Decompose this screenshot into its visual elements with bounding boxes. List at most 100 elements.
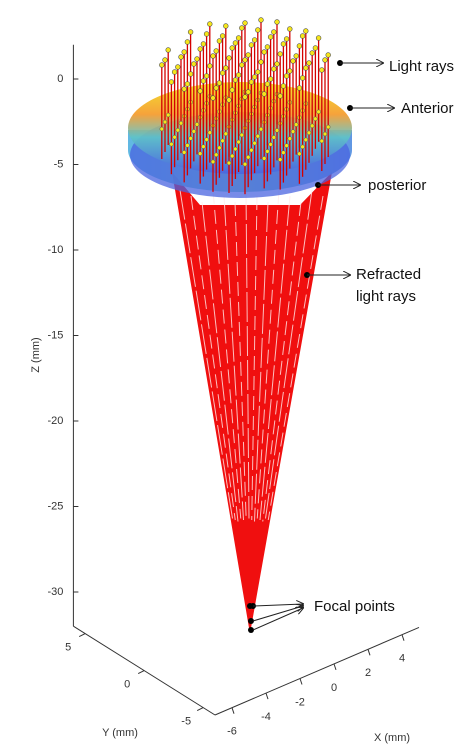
ray-hit	[281, 150, 286, 155]
ray-source	[274, 19, 280, 25]
y-tick-label: 5	[65, 642, 71, 654]
ray-gap	[212, 189, 242, 519]
ray-source	[235, 35, 242, 41]
ray-source	[267, 34, 274, 40]
ray-source	[277, 51, 283, 57]
ray-hit	[258, 126, 264, 132]
ray-source	[171, 69, 178, 75]
ray-hit	[290, 129, 296, 134]
y-tick-label: 0	[124, 679, 130, 691]
ray-hit	[185, 143, 190, 148]
ray-hit	[165, 112, 171, 118]
ray-hit	[181, 150, 187, 155]
x-tick	[367, 649, 371, 656]
ray-hit	[303, 137, 309, 143]
ray-hit	[319, 138, 325, 144]
ray-source	[197, 46, 203, 52]
ray-source	[280, 83, 287, 89]
ray-source	[197, 88, 203, 94]
ray-hit	[245, 154, 251, 160]
y-tick	[137, 670, 145, 675]
optics	[128, 17, 352, 633]
y-tick-label: -5	[181, 716, 191, 728]
ray-source	[187, 71, 194, 77]
ray-hit	[313, 116, 318, 122]
x-tick-label: -4	[261, 711, 271, 723]
ray-source	[219, 70, 226, 76]
ray-source	[274, 61, 280, 67]
ray-source	[287, 68, 293, 74]
ray-hit	[226, 160, 232, 166]
ray-gap	[179, 189, 233, 519]
ray-source	[162, 57, 168, 63]
ray-source	[293, 53, 299, 59]
ray-source	[319, 67, 325, 73]
ray-gap	[267, 195, 324, 521]
ray-hit	[261, 156, 267, 161]
ray-source	[261, 91, 267, 97]
ray-gap	[223, 195, 244, 521]
ray-hit	[309, 123, 315, 129]
ray-source	[159, 62, 165, 68]
ray-source	[168, 79, 175, 85]
ray-hit	[236, 139, 241, 145]
x-tick-label: 0	[331, 682, 337, 694]
x-tick	[401, 634, 405, 641]
ray-gap	[234, 201, 247, 522]
y-tick	[196, 707, 204, 712]
ray-source	[299, 33, 306, 39]
ray-source	[245, 89, 251, 95]
ray-hit	[239, 132, 245, 138]
ray-hit	[268, 142, 273, 147]
ray-hit	[325, 124, 331, 130]
annotation: Refracted	[356, 266, 421, 283]
ray-source	[207, 63, 213, 69]
ray-source	[309, 50, 315, 56]
ray-hit	[274, 128, 280, 133]
z-tick-label: -10	[47, 244, 63, 256]
ray-source	[216, 80, 223, 86]
y-tick	[78, 633, 86, 638]
ray-hit	[223, 131, 229, 137]
ray-source	[283, 36, 290, 42]
ray-source	[200, 78, 207, 84]
ray-gap	[190, 195, 236, 521]
ray-source	[213, 85, 219, 91]
annotation: Light rays	[389, 58, 454, 75]
ray-hit	[204, 137, 209, 142]
ray-hit	[242, 161, 248, 167]
ray-source	[223, 65, 229, 71]
ray-hit	[220, 138, 225, 144]
annotation: posterior	[368, 177, 426, 194]
ray-hit	[172, 134, 177, 140]
x-axis-title: X (mm)	[374, 732, 410, 744]
ray-gap	[259, 195, 291, 521]
z-tick-label: -30	[47, 586, 63, 598]
ray-hit	[322, 131, 328, 137]
ray-hit	[229, 153, 235, 159]
ray-hit	[300, 144, 305, 150]
ray-source	[306, 60, 312, 66]
ray-source	[232, 40, 239, 46]
ray-hit	[207, 130, 213, 135]
ray-gap	[254, 201, 269, 522]
ray-source	[232, 77, 239, 83]
y-axis-title: Y (mm)	[102, 727, 138, 739]
ray-source	[165, 47, 171, 53]
ray-gap	[201, 201, 239, 522]
annotation: Anterior	[401, 100, 454, 117]
annotation: light rays	[356, 288, 416, 305]
ray-hit	[255, 133, 261, 139]
annotation-arrow	[252, 608, 303, 631]
ray-source	[223, 23, 229, 29]
ray-source	[184, 39, 191, 45]
ray-source	[200, 41, 207, 47]
ray-hit	[306, 130, 312, 136]
ray-source	[235, 72, 242, 78]
x-axis	[214, 626, 420, 716]
ray-hit	[271, 135, 277, 140]
ray-source	[322, 57, 328, 63]
ray-hit	[162, 119, 168, 125]
ray-hit	[233, 146, 238, 152]
